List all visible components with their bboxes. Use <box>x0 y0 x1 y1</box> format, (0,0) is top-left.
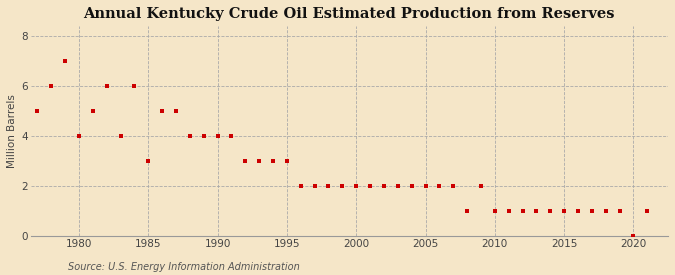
Point <box>129 84 140 88</box>
Point <box>281 159 292 163</box>
Point <box>364 184 375 188</box>
Point <box>171 109 182 113</box>
Point <box>545 209 556 213</box>
Point <box>184 134 195 138</box>
Point <box>531 209 542 213</box>
Point <box>296 184 306 188</box>
Text: Source: U.S. Energy Information Administration: Source: U.S. Energy Information Administ… <box>68 262 299 272</box>
Point <box>392 184 403 188</box>
Point <box>379 184 389 188</box>
Point <box>60 59 71 64</box>
Point <box>143 159 154 163</box>
Point <box>628 234 639 238</box>
Point <box>600 209 611 213</box>
Point <box>226 134 237 138</box>
Point <box>406 184 417 188</box>
Title: Annual Kentucky Crude Oil Estimated Production from Reserves: Annual Kentucky Crude Oil Estimated Prod… <box>84 7 615 21</box>
Point <box>157 109 167 113</box>
Point <box>115 134 126 138</box>
Point <box>101 84 112 88</box>
Point <box>559 209 570 213</box>
Point <box>198 134 209 138</box>
Point <box>212 134 223 138</box>
Point <box>462 209 472 213</box>
Point <box>88 109 99 113</box>
Point <box>642 209 653 213</box>
Point <box>240 159 250 163</box>
Point <box>268 159 279 163</box>
Point <box>32 109 43 113</box>
Point <box>448 184 458 188</box>
Point <box>337 184 348 188</box>
Point <box>434 184 445 188</box>
Point <box>476 184 487 188</box>
Point <box>309 184 320 188</box>
Y-axis label: Million Barrels: Million Barrels <box>7 94 17 168</box>
Point <box>614 209 625 213</box>
Point <box>587 209 597 213</box>
Point <box>351 184 362 188</box>
Point <box>420 184 431 188</box>
Point <box>489 209 500 213</box>
Point <box>46 84 57 88</box>
Point <box>254 159 265 163</box>
Point <box>504 209 514 213</box>
Point <box>323 184 334 188</box>
Point <box>74 134 84 138</box>
Point <box>572 209 583 213</box>
Point <box>517 209 528 213</box>
